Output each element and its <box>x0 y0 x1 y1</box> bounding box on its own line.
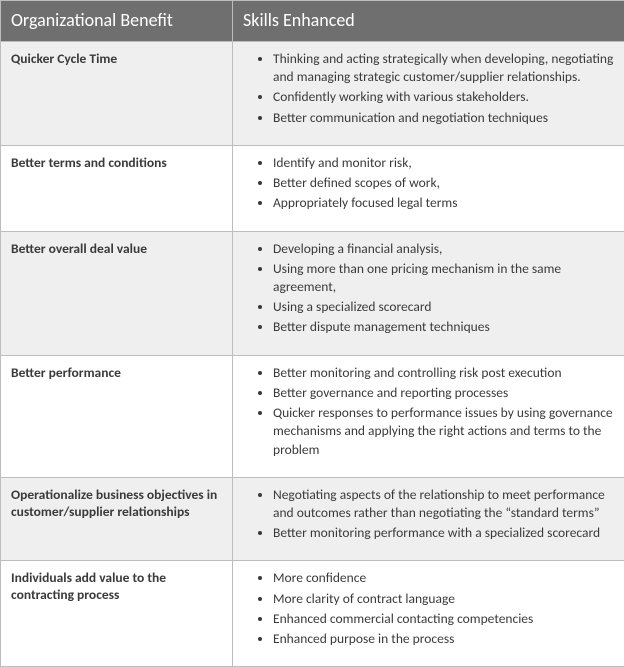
skills-item: Better governance and reporting processe… <box>273 384 614 402</box>
skills-item: Enhanced purpose in the process <box>273 630 614 648</box>
table-header-row: Organizational Benefit Skills Enhanced <box>1 1 624 42</box>
table-row: Individuals add value to the contracting… <box>1 561 624 667</box>
table-row: Better terms and conditionsIdentify and … <box>1 145 624 231</box>
table-row: Better overall deal valueDeveloping a fi… <box>1 231 624 355</box>
skills-item: Using more than one pricing mechanism in… <box>273 260 614 296</box>
table-row: Quicker Cycle Time Thinking and acting st… <box>1 42 624 146</box>
skills-item: Better monitoring performance with a spe… <box>273 524 614 542</box>
table-body: Quicker Cycle Time Thinking and acting st… <box>1 42 624 667</box>
benefit-cell: Individuals add value to the contracting… <box>1 561 233 667</box>
skills-item: Negotiating aspects of the relationship … <box>273 486 614 522</box>
benefits-table: Organizational Benefit Skills Enhanced Q… <box>0 0 624 667</box>
skills-list: Better monitoring and controlling risk p… <box>243 364 614 459</box>
header-benefit: Organizational Benefit <box>1 1 233 42</box>
benefit-cell: Quicker Cycle Time <box>1 42 233 146</box>
skills-cell: Developing a financial analysis, Using mo… <box>233 231 624 355</box>
benefit-cell: Operationalize business objectives in cu… <box>1 477 233 561</box>
skills-list: Negotiating aspects of the relationship … <box>243 486 614 543</box>
skills-cell: Negotiating aspects of the relationship … <box>233 477 624 561</box>
skills-item: Better monitoring and controlling risk p… <box>273 364 614 382</box>
skills-item: Identify and monitor risk, <box>273 154 614 172</box>
skills-item: More confidence <box>273 569 614 587</box>
skills-cell: Better monitoring and controlling risk p… <box>233 355 624 477</box>
skills-item: Enhanced commercial contacting competenc… <box>273 610 614 628</box>
skills-item: Better dispute management techniques <box>273 318 614 336</box>
skills-list: Developing a financial analysis, Using mo… <box>243 240 614 337</box>
skills-item: Quicker responses to performance issues … <box>273 404 614 459</box>
skills-item: Using a specialized scorecard <box>273 298 614 316</box>
skills-cell: More confidence More clarity of contract … <box>233 561 624 667</box>
skills-cell: Identify and monitor risk, Better defined… <box>233 145 624 231</box>
benefit-cell: Better overall deal value <box>1 231 233 355</box>
benefit-cell: Better performance <box>1 355 233 477</box>
skills-item: Better defined scopes of work, <box>273 174 614 192</box>
skills-list: More confidence More clarity of contract … <box>243 569 614 648</box>
skills-list: Identify and monitor risk, Better defined… <box>243 154 614 213</box>
skills-item: Confidently working with various stakeho… <box>273 88 614 106</box>
skills-item: Better communication and negotiation tec… <box>273 109 614 127</box>
skills-cell: Thinking and acting strategically when d… <box>233 42 624 146</box>
skills-item: More clarity of contract language <box>273 590 614 608</box>
header-skills: Skills Enhanced <box>233 1 624 42</box>
skills-item: Thinking and acting strategically when d… <box>273 50 614 86</box>
skills-list: Thinking and acting strategically when d… <box>243 50 614 127</box>
table-row: Better performance Better monitoring and … <box>1 355 624 477</box>
skills-item: Appropriately focused legal terms <box>273 194 614 212</box>
table-row: Operationalize business objectives in cu… <box>1 477 624 561</box>
benefit-cell: Better terms and conditions <box>1 145 233 231</box>
skills-item: Developing a financial analysis, <box>273 240 614 258</box>
